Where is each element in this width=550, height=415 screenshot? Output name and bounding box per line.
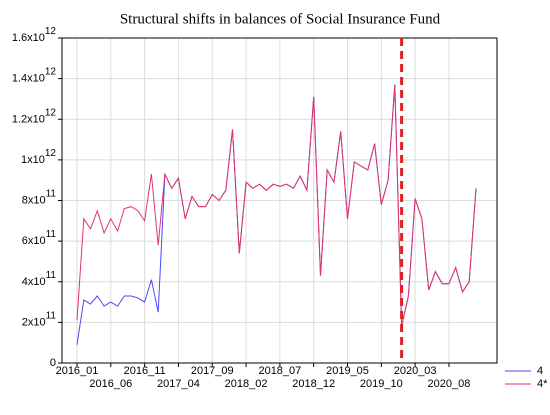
- x-tick-label: 2016_06: [89, 378, 132, 390]
- y-tick-label-base: 8x10: [22, 194, 46, 206]
- y-tick-label: 6x1011: [22, 229, 57, 247]
- x-tick-label: 2018_12: [292, 378, 335, 390]
- y-tick-label: 4x1011: [22, 269, 57, 287]
- x-tick-label: 2017_09: [191, 365, 234, 377]
- series-line: [76, 84, 477, 327]
- y-tick-label-base: 1.2x10: [12, 113, 45, 125]
- x-tick-label: 2017_04: [157, 378, 200, 390]
- x-tick-label: 2016_11: [124, 365, 166, 377]
- y-tick-label-exponent: 12: [45, 66, 57, 77]
- x-tick-label: 2018_02: [225, 378, 268, 390]
- y-tick-label: 1x1012: [21, 148, 56, 166]
- x-tick-label: 2019_05: [326, 365, 369, 377]
- y-tick-label-exponent: 11: [46, 229, 57, 240]
- y-tick-label-base: 1.4x10: [12, 73, 45, 85]
- x-tick-label: 2020_08: [428, 378, 471, 390]
- y-tick-label-exponent: 11: [46, 188, 57, 199]
- plot-frame: [61, 37, 498, 364]
- legend-label: 4*: [537, 378, 548, 390]
- legend-label: 4: [537, 365, 543, 377]
- y-tick-label: 1.2x1012: [12, 107, 57, 125]
- y-tick-label-base: 0: [50, 357, 56, 369]
- y-tick-label-base: 4x10: [22, 276, 46, 288]
- x-tick-label: 2020_03: [394, 365, 437, 377]
- y-tick-label: 1.4x1012: [12, 66, 57, 84]
- y-tick-label: 8x1011: [22, 188, 57, 206]
- y-tick-label-exponent: 12: [45, 107, 57, 118]
- y-tick-label-exponent: 12: [45, 26, 57, 37]
- y-tick-label-base: 1.6x10: [12, 32, 45, 44]
- x-tick-label: 2019_10: [360, 378, 403, 390]
- y-tick-label: 2x1011: [22, 310, 57, 328]
- y-tick-label: 1.6x1012: [12, 26, 57, 44]
- y-tick-label: 0: [50, 357, 56, 369]
- x-tick-label: 2016_01: [56, 365, 99, 377]
- y-tick-label-exponent: 11: [46, 269, 57, 280]
- y-tick-label-base: 2x10: [22, 316, 46, 328]
- y-tick-label-base: 1x10: [21, 154, 45, 166]
- chart-title: Structural shifts in balances of Social …: [120, 11, 441, 27]
- y-tick-label-base: 6x10: [22, 235, 46, 247]
- y-tick-label-exponent: 11: [46, 310, 57, 321]
- x-tick-label: 2018_07: [258, 365, 301, 377]
- y-tick-label-exponent: 12: [45, 148, 57, 159]
